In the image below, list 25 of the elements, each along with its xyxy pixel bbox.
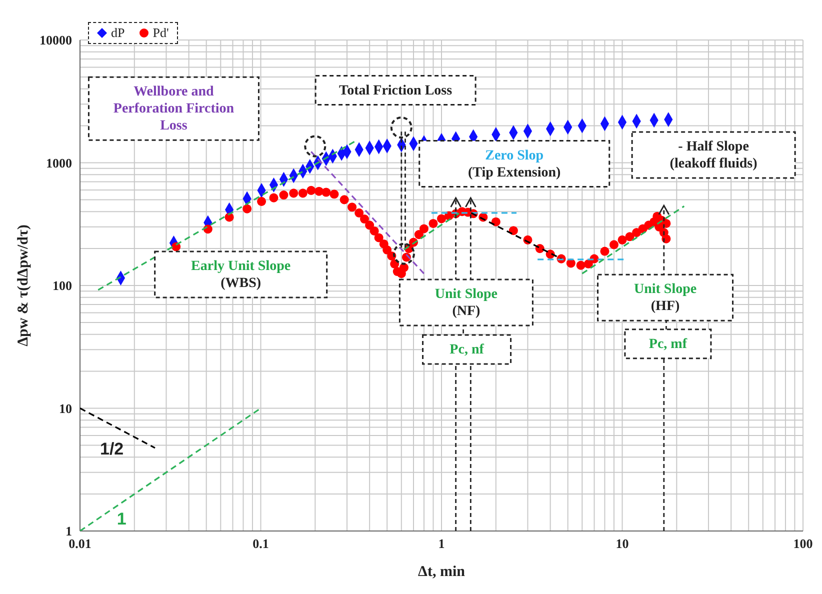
annotation: Unit Slope (HF) <box>634 282 697 314</box>
y-tick-label: 1000 <box>46 155 72 170</box>
annotation: Early Unit Slope (WBS) <box>191 258 291 290</box>
annotation: 1/2 <box>100 438 124 458</box>
y-tick-label: 100 <box>52 278 72 294</box>
x-tick-label: 0.1 <box>252 536 269 552</box>
annotation: Total Friction Loss <box>339 82 453 98</box>
legend-label: Pd' <box>152 25 169 41</box>
legend-label: dP <box>111 25 125 41</box>
annotation: Zero Slop (Tip Extension) <box>468 148 562 180</box>
x-tick-label: 0.01 <box>68 536 92 552</box>
annotation: Unit Slope (NF) <box>434 286 498 318</box>
x-axis-title: Δt, min <box>418 564 466 580</box>
y-axis-title: Δpw & τ(dΔpw/dτ) <box>15 224 32 346</box>
y-tick-label: 1 <box>66 524 72 539</box>
annotation: Pc, nf <box>450 342 484 358</box>
annotation: Wellbore and Perforation Firction Loss <box>113 84 234 134</box>
annotation: Pc, mf <box>648 336 688 352</box>
y-tick-label: 10 <box>59 400 72 416</box>
annotation: - Half Slope (leakoff fluids) <box>670 138 758 171</box>
x-tick-label: 100 <box>793 536 813 552</box>
annotation: 1 <box>116 509 126 528</box>
x-tick-label: 10 <box>616 536 629 552</box>
y-tick-label: 10000 <box>40 32 72 48</box>
x-tick-label: 1 <box>438 536 445 552</box>
